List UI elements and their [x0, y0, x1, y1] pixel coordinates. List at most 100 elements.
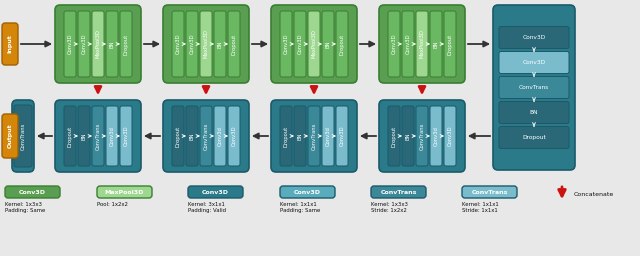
FancyBboxPatch shape — [322, 11, 334, 77]
Text: Pool: 1x2x2: Pool: 1x2x2 — [97, 202, 128, 207]
Text: Conv3D: Conv3D — [81, 34, 86, 54]
Text: BN: BN — [530, 110, 538, 115]
FancyBboxPatch shape — [188, 186, 243, 198]
FancyBboxPatch shape — [294, 11, 306, 77]
Text: Conv3D: Conv3D — [124, 126, 129, 146]
Text: MaxPool3D: MaxPool3D — [95, 29, 100, 58]
FancyBboxPatch shape — [336, 106, 348, 166]
FancyBboxPatch shape — [379, 5, 465, 83]
Text: BN: BN — [189, 132, 195, 140]
FancyBboxPatch shape — [371, 186, 426, 198]
Text: Conv3D: Conv3D — [19, 189, 46, 195]
Text: ConvTrans: ConvTrans — [20, 122, 26, 150]
FancyBboxPatch shape — [294, 106, 306, 166]
Text: Conv3D: Conv3D — [67, 34, 72, 54]
FancyBboxPatch shape — [499, 27, 569, 48]
FancyBboxPatch shape — [120, 106, 132, 166]
FancyBboxPatch shape — [2, 114, 18, 158]
Text: BN: BN — [433, 40, 438, 48]
Text: ConvTrans: ConvTrans — [471, 189, 508, 195]
FancyBboxPatch shape — [322, 106, 334, 166]
FancyBboxPatch shape — [416, 11, 428, 77]
FancyBboxPatch shape — [214, 106, 226, 166]
Text: BN: BN — [406, 132, 410, 140]
FancyBboxPatch shape — [120, 11, 132, 77]
FancyBboxPatch shape — [97, 186, 152, 198]
FancyBboxPatch shape — [172, 11, 184, 77]
Text: Dropout: Dropout — [339, 33, 344, 55]
FancyBboxPatch shape — [430, 106, 442, 166]
FancyBboxPatch shape — [200, 11, 212, 77]
Text: Conv3d: Conv3d — [326, 126, 330, 146]
FancyBboxPatch shape — [163, 100, 249, 172]
Text: BN: BN — [109, 40, 115, 48]
FancyBboxPatch shape — [228, 106, 240, 166]
FancyBboxPatch shape — [172, 106, 184, 166]
Text: Conv3D: Conv3D — [447, 126, 452, 146]
FancyBboxPatch shape — [379, 100, 465, 172]
Text: ConvTrans: ConvTrans — [519, 85, 549, 90]
Text: Dropout: Dropout — [284, 125, 289, 147]
Text: Conv3D: Conv3D — [522, 60, 545, 65]
FancyBboxPatch shape — [78, 106, 90, 166]
FancyBboxPatch shape — [499, 126, 569, 148]
Text: Conv3D: Conv3D — [392, 34, 397, 54]
FancyBboxPatch shape — [493, 5, 575, 170]
FancyBboxPatch shape — [64, 106, 76, 166]
Text: Dropout: Dropout — [232, 33, 237, 55]
FancyBboxPatch shape — [5, 186, 60, 198]
FancyBboxPatch shape — [55, 100, 141, 172]
FancyBboxPatch shape — [271, 100, 357, 172]
Text: Conv3D: Conv3D — [202, 189, 229, 195]
Text: Dropout: Dropout — [124, 33, 129, 55]
FancyBboxPatch shape — [200, 106, 212, 166]
Text: Conv3D: Conv3D — [284, 34, 289, 54]
FancyBboxPatch shape — [280, 106, 292, 166]
Text: Conv3d: Conv3d — [218, 126, 223, 146]
Text: Conv3D: Conv3D — [294, 189, 321, 195]
Text: MaxPool3D: MaxPool3D — [419, 29, 424, 58]
FancyBboxPatch shape — [228, 11, 240, 77]
Text: BN: BN — [218, 40, 223, 48]
FancyBboxPatch shape — [2, 23, 18, 65]
FancyBboxPatch shape — [388, 106, 400, 166]
FancyBboxPatch shape — [271, 5, 357, 83]
FancyBboxPatch shape — [106, 11, 118, 77]
FancyBboxPatch shape — [280, 186, 335, 198]
FancyBboxPatch shape — [444, 11, 456, 77]
Text: MaxPool3D: MaxPool3D — [105, 189, 144, 195]
Text: BN: BN — [326, 40, 330, 48]
FancyBboxPatch shape — [444, 106, 456, 166]
FancyBboxPatch shape — [14, 105, 32, 167]
Text: Padding: Same: Padding: Same — [280, 208, 320, 213]
Text: Stride: 1x1x1: Stride: 1x1x1 — [462, 208, 498, 213]
Text: Conv3D: Conv3D — [406, 34, 410, 54]
Text: Stride: 1x2x2: Stride: 1x2x2 — [371, 208, 407, 213]
FancyBboxPatch shape — [78, 11, 90, 77]
Text: ConvTrans: ConvTrans — [380, 189, 417, 195]
Text: ConvTrans: ConvTrans — [95, 122, 100, 150]
Text: Dropout: Dropout — [392, 125, 397, 147]
FancyBboxPatch shape — [186, 11, 198, 77]
Text: Padding: Valid: Padding: Valid — [188, 208, 226, 213]
Text: Conv3D: Conv3D — [189, 34, 195, 54]
FancyBboxPatch shape — [64, 11, 76, 77]
Text: Conv3D: Conv3D — [339, 126, 344, 146]
FancyBboxPatch shape — [186, 106, 198, 166]
Text: Conv3d: Conv3d — [109, 126, 115, 146]
FancyBboxPatch shape — [214, 11, 226, 77]
Text: Dropout: Dropout — [522, 135, 546, 140]
Text: MaxPool3D: MaxPool3D — [312, 29, 317, 58]
Text: Input: Input — [8, 35, 13, 53]
FancyBboxPatch shape — [430, 11, 442, 77]
Text: BN: BN — [81, 132, 86, 140]
Text: Conv3D: Conv3D — [175, 34, 180, 54]
FancyBboxPatch shape — [163, 5, 249, 83]
FancyBboxPatch shape — [402, 11, 414, 77]
FancyBboxPatch shape — [55, 5, 141, 83]
Text: Conv3D: Conv3D — [522, 35, 545, 40]
Text: MaxPool3D: MaxPool3D — [204, 29, 209, 58]
Text: Conv3d: Conv3d — [433, 126, 438, 146]
FancyBboxPatch shape — [280, 11, 292, 77]
Text: ConvTrans: ConvTrans — [204, 122, 209, 150]
